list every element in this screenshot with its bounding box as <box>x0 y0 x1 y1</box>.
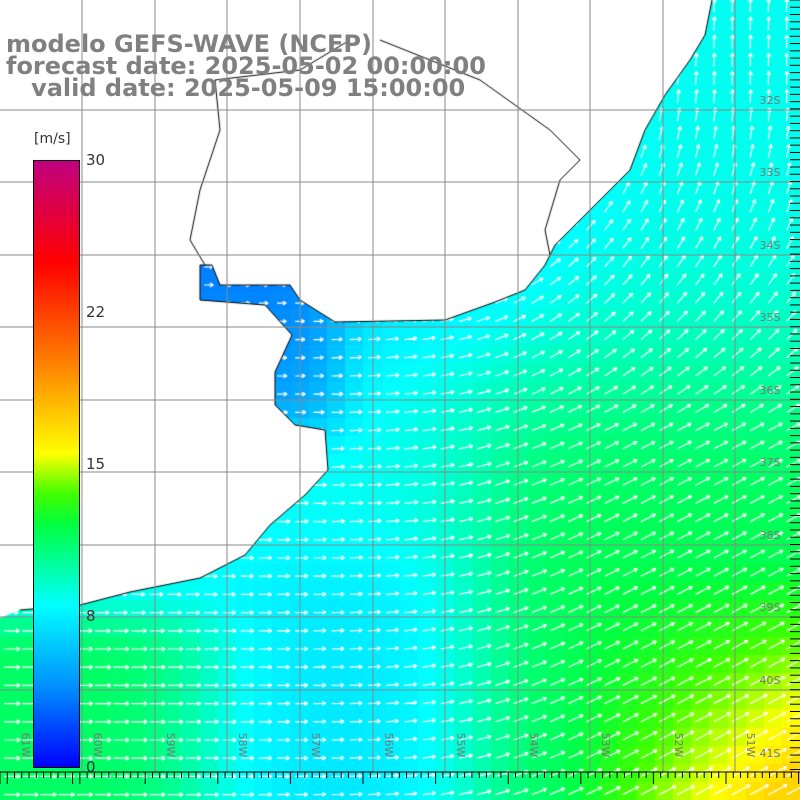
lon-label: 58W <box>236 733 249 758</box>
lat-label: 39S <box>760 601 781 614</box>
lat-label: 32S <box>760 94 781 107</box>
lat-label: 35S <box>760 311 781 324</box>
lat-label: 37S <box>760 456 781 469</box>
lat-label: 36S <box>760 384 781 397</box>
colorbar <box>33 160 80 768</box>
colorbar-tick: 30 <box>86 151 106 169</box>
colorbar-tick: 0 <box>86 758 96 776</box>
lat-label: 38S <box>760 529 781 542</box>
valid-date: valid date: 2025-05-09 15:00:00 <box>6 74 466 102</box>
lon-label: 60W <box>91 733 104 758</box>
lat-label: 41S <box>760 747 781 760</box>
lat-label: 34S <box>760 239 781 252</box>
lon-label: 61W <box>19 733 32 758</box>
colorbar-tick: 15 <box>86 455 106 473</box>
lon-label: 59W <box>164 733 177 758</box>
colorbar-tick: 8 <box>86 607 96 625</box>
lon-label: 56W <box>382 733 395 758</box>
forecast-date: forecast date: 2025-05-02 00:00:00 <box>6 52 486 80</box>
lon-label: 55W <box>454 733 467 758</box>
colorbar-units: [m/s] <box>34 131 71 147</box>
lon-label: 53W <box>599 733 612 758</box>
lat-label: 33S <box>760 166 781 179</box>
lon-label: 51W <box>744 733 757 758</box>
model-title: modelo GEFS-WAVE (NCEP) <box>6 30 372 58</box>
lon-label: 57W <box>309 733 322 758</box>
lon-label: 52W <box>672 733 685 758</box>
lon-label: 54W <box>527 733 540 758</box>
lat-label: 40S <box>760 674 781 687</box>
colorbar-tick: 22 <box>86 303 106 321</box>
